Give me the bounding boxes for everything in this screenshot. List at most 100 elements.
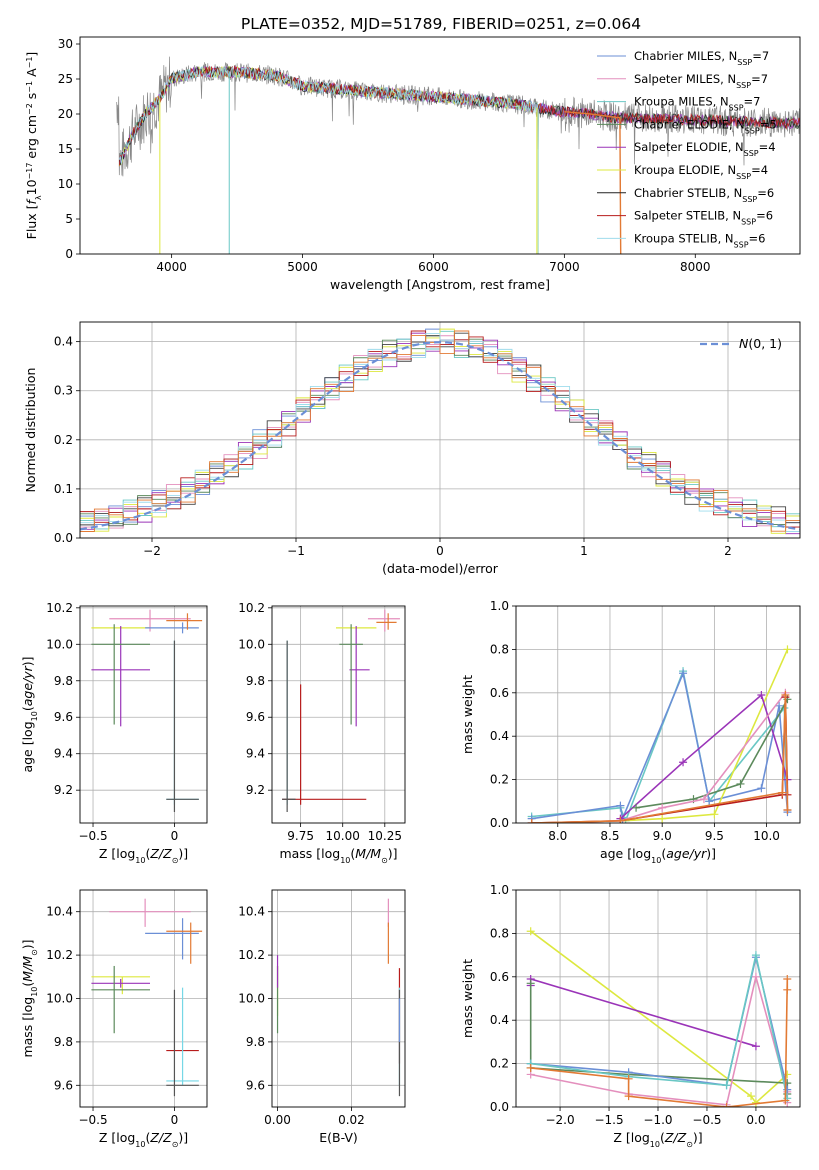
y-tick-label: 9.4 [54, 747, 73, 761]
x-tick-label: 7000 [549, 260, 580, 274]
weight-marker [624, 1092, 633, 1101]
weight-marker [781, 690, 790, 699]
weight-line [635, 698, 789, 809]
y-tick-label: 15 [58, 142, 73, 156]
x-tick-label: 0.00 [264, 1113, 291, 1127]
legend-entry: Chabrier MILES, NSSP=7 [634, 49, 769, 67]
plot-area-spectrum [116, 56, 800, 254]
figure-title: PLATE=0352, MJD=51789, FIBERID=0251, z=0… [241, 15, 641, 33]
weight-line [619, 693, 789, 820]
y-tick-label: 9.2 [54, 783, 73, 797]
legend-entry: Chabrier ELODIE, NSSP=5 [634, 117, 777, 135]
y-tick-label: 30 [58, 37, 73, 51]
spectrum-model-line [564, 111, 622, 254]
x-axis-label: mass [log10(M/M⊙)] [279, 846, 397, 865]
axes-frame [79, 605, 208, 824]
y-tick-label: 0.8 [490, 926, 509, 940]
legend-entry: Chabrier STELIB, NSSP=6 [634, 186, 774, 204]
weight-line [531, 670, 789, 822]
weight-marker [722, 1103, 731, 1107]
weight-line [529, 977, 757, 1047]
y-axis-label: age [log10(age/yr)] [20, 656, 39, 772]
panel-mass-vs-z: −0.5 0 9.6 9.8 10.0 10.2 10.4 Z [log10(Z/Z⊙)] ma… [20, 889, 208, 1149]
x-axis-label: Z [log10(Z/Z⊙)] [613, 1130, 702, 1149]
x-tick-label: 9.0 [653, 829, 672, 843]
weight-marker [778, 788, 787, 797]
weight-marker [736, 779, 745, 788]
weight-marker [722, 1081, 731, 1090]
weight-line [530, 930, 788, 1104]
plot-area-residuals [80, 322, 800, 538]
weight-marker [679, 758, 688, 767]
plot-area-mass-vs-ebv [272, 890, 405, 1107]
x-tick-label: 9.75 [287, 829, 314, 843]
panel-age-vs-z: −0.5 0 9.2 9.4 9.6 9.8 10.0 10.2 Z [log10(Z/Z⊙)]… [20, 601, 208, 865]
y-tick-label: 0.6 [490, 970, 509, 984]
weight-marker [783, 805, 792, 814]
x-tick-label: −0.5 [78, 829, 107, 843]
y-tick-label: 0.2 [490, 1057, 509, 1071]
weight-marker [526, 979, 535, 988]
y-tick-label: 0.4 [490, 729, 509, 743]
x-tick-label: 0 [436, 544, 444, 558]
y-tick-label: 10 [58, 177, 73, 191]
x-axis-label: wavelength [Angstrom, rest frame] [330, 277, 550, 292]
plot-area-age-vs-z [80, 606, 207, 823]
x-tick-label: 10.25 [368, 829, 402, 843]
weight-marker [658, 803, 667, 812]
x-tick-label: 6000 [418, 260, 449, 274]
legend-entry: N(0, 1) [739, 336, 782, 351]
x-tick-label: −1.5 [594, 1113, 623, 1127]
axes-frame [79, 889, 208, 1108]
legend-entry: Kroupa STELIB, NSSP=6 [634, 231, 765, 249]
legend-entry: Salpeter ELODIE, NSSP=4 [634, 140, 776, 158]
panel-weight-vs-z: −2.0 −1.5 −1.0 −0.5 0.0 0.0 0.2 0.4 0.6 0.8 1.0 Z [… [460, 883, 801, 1149]
panel-spectrum: 4000 5000 6000 7000 8000 0 5 10 15 20 25 30 waveleng… [24, 36, 801, 292]
x-tick-label: 0 [171, 1113, 179, 1127]
weight-marker [699, 795, 708, 804]
x-tick-label: 1 [580, 544, 588, 558]
weight-marker [616, 801, 625, 810]
y-tick-label: 20 [58, 107, 73, 121]
y-tick-label: 0.2 [490, 773, 509, 787]
weight-marker [527, 819, 536, 823]
y-tick-label: 0.3 [54, 384, 73, 398]
y-tick-label: 9.2 [246, 783, 265, 797]
y-tick-label: 9.8 [246, 674, 265, 688]
panel-weight-vs-age: 8.0 8.5 9.0 9.5 10.0 0.0 0.2 0.4 0.6 0.8 1.0 age [l… [460, 599, 801, 865]
y-tick-label: 10.0 [46, 992, 73, 1006]
y-tick-label: 9.8 [246, 1035, 265, 1049]
plot-area-weight-vs-age [516, 606, 800, 823]
weight-marker [624, 1074, 633, 1083]
spectrum-model-line [118, 66, 539, 254]
x-tick-label: 8.0 [548, 829, 567, 843]
y-tick-label: 1.0 [490, 883, 509, 897]
y-tick-label: 25 [58, 72, 73, 86]
panel-age-vs-mass: 9.75 10.00 10.25 9.2 9.4 9.6 9.8 10.0 10.2 mass [… [238, 601, 406, 865]
x-tick-label: −1 [287, 544, 305, 558]
weight-marker [526, 1063, 535, 1072]
x-tick-label: 9.5 [705, 829, 724, 843]
histogram-step [80, 333, 800, 538]
y-tick-label: 9.4 [246, 747, 265, 761]
y-tick-label: 9.6 [246, 1078, 265, 1092]
weight-marker [632, 803, 641, 812]
y-tick-label: 10.2 [238, 601, 265, 615]
weight-marker [783, 645, 792, 654]
x-tick-label: 10.00 [326, 829, 360, 843]
axes-frame [79, 36, 801, 255]
y-axis-label: Flux [fλ10−17 erg cm−2 s−1 A−1] [24, 52, 43, 240]
x-tick-label: 0.02 [338, 1113, 365, 1127]
weight-marker [751, 972, 760, 981]
x-tick-label: 5000 [287, 260, 318, 274]
x-tick-label: −1.0 [643, 1113, 672, 1127]
weight-marker [757, 784, 766, 793]
y-tick-label: 9.6 [54, 710, 73, 724]
panels: 4000 5000 6000 7000 8000051015202530waveleng… [20, 36, 801, 1149]
weight-marker [526, 927, 535, 936]
y-tick-label: 9.6 [246, 710, 265, 724]
weight-marker [757, 690, 766, 699]
y-tick-label: 9.8 [54, 1035, 73, 1049]
y-tick-label: 0.4 [54, 335, 73, 349]
x-axis-label: (data-model)/error [382, 561, 499, 576]
